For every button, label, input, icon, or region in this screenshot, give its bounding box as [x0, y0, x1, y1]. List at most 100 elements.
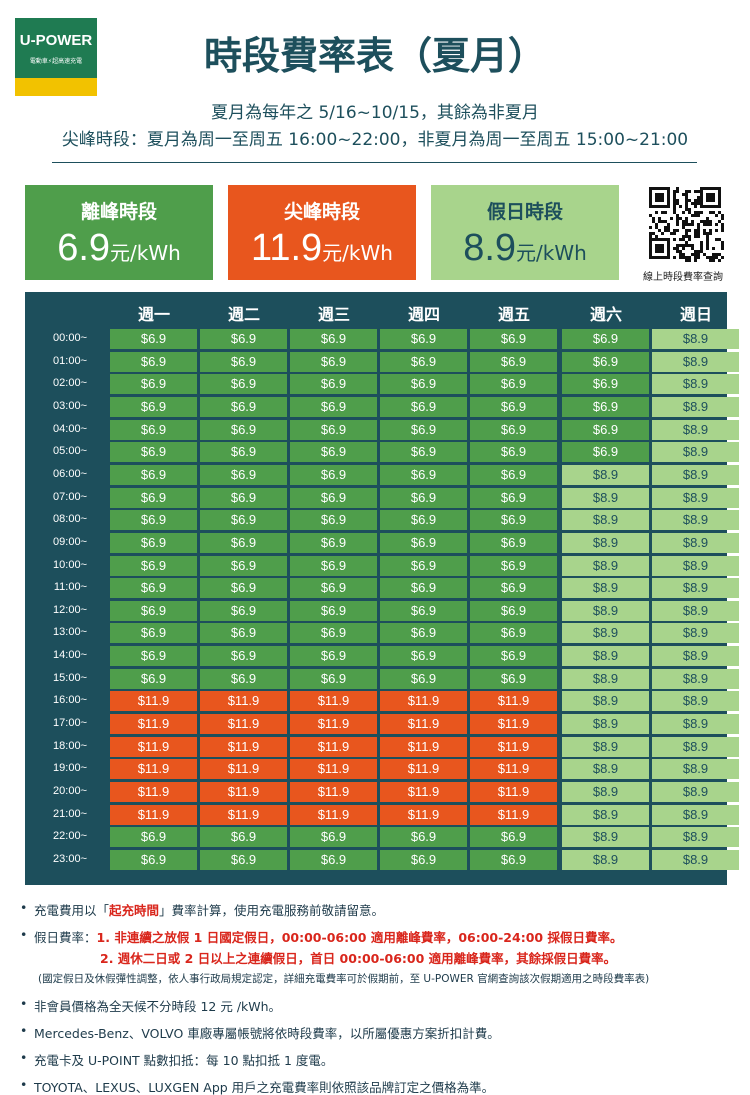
qr-module — [700, 211, 703, 214]
note-item: Mercedes-Benz、VOLVO 車廠專屬帳號將依時段費率，以所屬優惠方案… — [20, 1023, 740, 1044]
rate-cell: $6.9 — [470, 532, 557, 553]
qr-module — [691, 253, 694, 256]
qr-code — [649, 187, 724, 262]
qr-module — [652, 232, 655, 235]
qr-module — [688, 259, 691, 262]
rate-cell: $6.9 — [200, 510, 287, 531]
rate-cell: $8.9 — [562, 646, 649, 667]
qr-module — [655, 235, 658, 238]
note-item: 充電費用以「起充時間」費率計算，使用充電服務前敬請留意。 — [20, 900, 740, 921]
note-line: (國定假日及休假彈性調整，依人事行政局規定認定，詳細充電費率可於假期前，至 U-… — [34, 969, 740, 990]
rate-value: 6.9 — [57, 227, 111, 269]
qr-module — [691, 202, 694, 205]
qr-module — [658, 220, 661, 223]
qr-module — [712, 247, 715, 250]
rate-cell: $6.9 — [110, 442, 197, 463]
qr-module — [676, 229, 679, 232]
qr-module — [694, 202, 697, 205]
rate-cell: $11.9 — [110, 804, 197, 825]
rate-cell: $11.9 — [470, 691, 557, 712]
note-text: 假日費率： — [34, 930, 97, 945]
rate-cell: $8.9 — [652, 668, 739, 689]
rate-cell: $6.9 — [200, 374, 287, 395]
qr-module — [676, 244, 679, 247]
rate-cell: $8.9 — [652, 849, 739, 870]
qr-module — [670, 232, 673, 235]
rate-cell: $6.9 — [290, 396, 377, 417]
rate-price: 8.9元/kWh — [431, 227, 619, 270]
rate-cell: $8.9 — [562, 623, 649, 644]
rate-cell: $6.9 — [562, 329, 649, 349]
rate-cell: $6.9 — [380, 442, 467, 463]
rate-cell: $6.9 — [470, 487, 557, 508]
rate-cell: $6.9 — [200, 827, 287, 848]
time-label: 12:00~ — [53, 603, 87, 616]
rate-box: 假日時段 8.9元/kWh — [431, 185, 619, 280]
rate-cell: $8.9 — [652, 374, 739, 395]
qr-module — [715, 214, 718, 217]
qr-module — [700, 250, 703, 253]
note-item: 充電卡及 U-POINT 點數扣抵：每 10 點扣抵 1 度電。 — [20, 1050, 740, 1071]
rate-cell: $6.9 — [200, 464, 287, 485]
rate-value: 11.9 — [251, 227, 323, 269]
qr-module — [718, 238, 721, 241]
rate-cell: $6.9 — [110, 623, 197, 644]
time-label: 13:00~ — [53, 626, 87, 639]
qr-module — [682, 193, 685, 196]
qr-module — [721, 223, 724, 226]
rate-cell: $11.9 — [200, 691, 287, 712]
note-line: TOYOTA、LEXUS、LUXGEN App 用戶之充電費率則依照該品牌訂定之… — [34, 1077, 740, 1095]
rate-cell: $6.9 — [380, 646, 467, 667]
rate-cell: $11.9 — [380, 736, 467, 757]
qr-module — [652, 217, 655, 220]
rate-cell: $8.9 — [652, 600, 739, 621]
rate-cell: $8.9 — [562, 736, 649, 757]
qr-module — [673, 232, 676, 235]
qr-module — [697, 235, 700, 238]
note-text: 非會員價格為全天候不分時段 12 元 /kWh。 — [34, 999, 282, 1014]
qr-module — [700, 220, 703, 223]
rate-cell: $11.9 — [290, 759, 377, 780]
rate-cell: $6.9 — [290, 532, 377, 553]
rate-cell: $8.9 — [652, 782, 739, 802]
rate-cell: $6.9 — [110, 646, 197, 667]
rate-cell: $6.9 — [110, 396, 197, 417]
rate-cell: $11.9 — [470, 782, 557, 802]
qr-module — [685, 223, 688, 226]
time-label: 00:00~ — [53, 332, 87, 344]
qr-module — [697, 223, 700, 226]
qr-module — [697, 211, 700, 214]
qr-module — [685, 229, 688, 232]
qr-module — [706, 256, 709, 259]
qr-module — [715, 253, 718, 256]
rate-cell: $6.9 — [290, 510, 377, 531]
rate-cell: $6.9 — [470, 374, 557, 395]
rate-cell: $6.9 — [110, 600, 197, 621]
qr-module — [673, 208, 676, 211]
rate-cell: $8.9 — [652, 646, 739, 667]
qr-module — [706, 238, 709, 241]
rate-cell: $6.9 — [380, 464, 467, 485]
qr-module — [664, 226, 667, 229]
qr-module — [706, 235, 709, 238]
rate-cell: $11.9 — [470, 759, 557, 780]
rate-value: 8.9 — [463, 227, 517, 269]
logo-strip — [15, 78, 97, 96]
qr-module — [682, 247, 685, 250]
qr-module — [697, 190, 700, 193]
qr-module — [709, 256, 712, 259]
qr-module — [649, 214, 652, 217]
qr-module — [682, 235, 685, 238]
rate-cell: $11.9 — [110, 736, 197, 757]
rate-unit: 元/kWh — [110, 241, 181, 265]
qr-module — [700, 247, 703, 250]
note-item: TOYOTA、LEXUS、LUXGEN App 用戶之充電費率則依照該品牌訂定之… — [20, 1077, 740, 1095]
qr-module — [697, 214, 700, 217]
qr-module — [664, 220, 667, 223]
time-label: 14:00~ — [53, 649, 87, 662]
qr-module — [721, 256, 724, 259]
time-label: 10:00~ — [53, 558, 87, 571]
rate-cell: $6.9 — [200, 532, 287, 553]
qr-module — [670, 217, 673, 220]
rate-cell: $6.9 — [562, 442, 649, 463]
